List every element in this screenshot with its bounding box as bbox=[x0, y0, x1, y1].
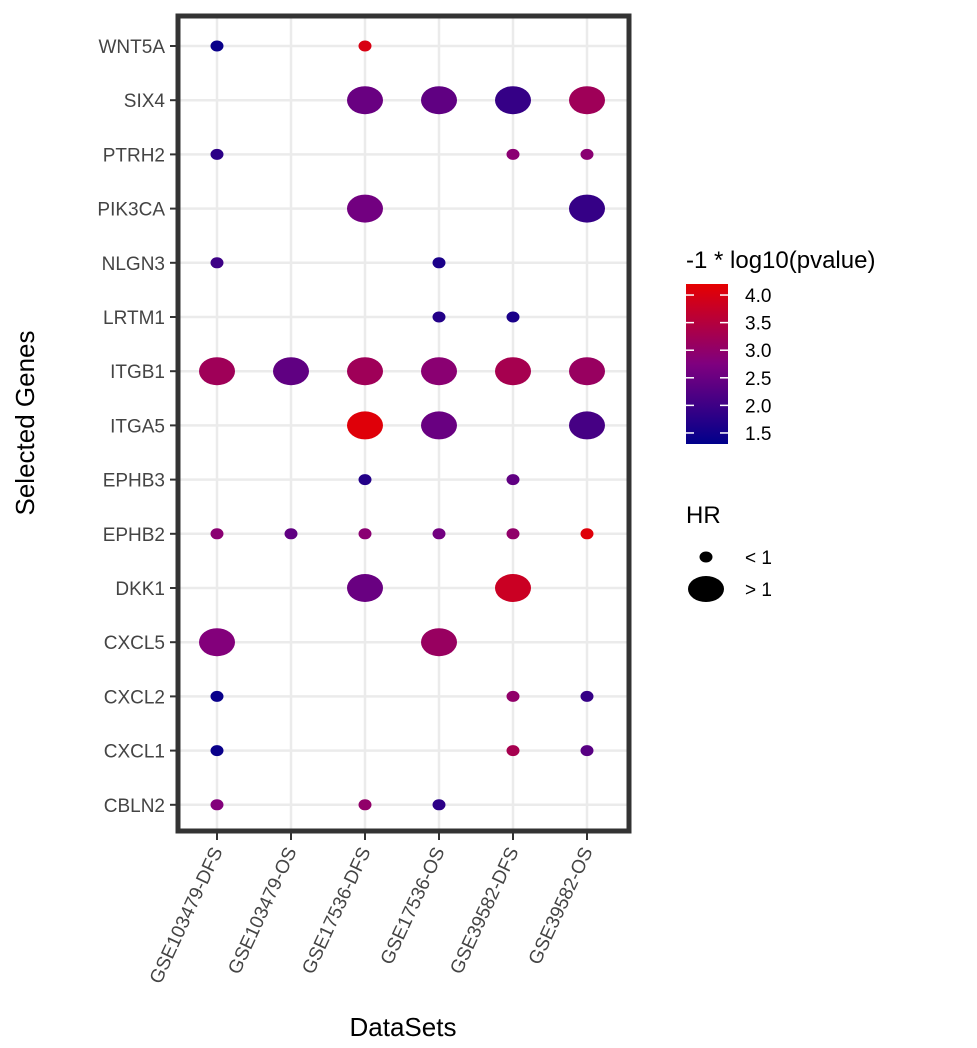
y-tick-label: NLGN3 bbox=[102, 254, 165, 275]
data-point bbox=[506, 474, 520, 486]
y-tick-label: CXCL1 bbox=[104, 742, 165, 763]
colorbar-tick-label: 3.5 bbox=[745, 314, 771, 335]
data-point bbox=[432, 799, 446, 811]
data-point bbox=[210, 40, 224, 52]
x-tick-label: GSE39582-OS bbox=[525, 844, 598, 968]
colorbar bbox=[686, 284, 728, 444]
y-tick-label: CXCL2 bbox=[104, 687, 165, 708]
data-point bbox=[210, 745, 224, 757]
data-point bbox=[432, 311, 446, 323]
data-point bbox=[580, 148, 594, 160]
color-legend: -1 * log10(pvalue) 4.0 3.5 3.0 2.5 2.0 1.5 bbox=[686, 247, 875, 445]
data-point bbox=[358, 799, 372, 811]
data-point bbox=[569, 86, 605, 115]
x-tick-label: GSE17536-DFS bbox=[298, 844, 375, 977]
data-point bbox=[580, 690, 594, 702]
y-axis-ticks: WNT5A SIX4 PTRH2 PIK3CA NLGN3 LRTM1 ITGB1 ITGA5… bbox=[97, 37, 176, 817]
data-point bbox=[432, 257, 446, 269]
x-tick-label: GSE17536-OS bbox=[377, 844, 450, 968]
size-legend-symbol bbox=[688, 576, 724, 602]
size-legend-symbol bbox=[699, 551, 713, 563]
data-point bbox=[347, 86, 383, 115]
x-tick-label: GSE103479-OS bbox=[224, 844, 301, 977]
y-tick-label: DKK1 bbox=[115, 579, 165, 600]
data-point bbox=[432, 528, 446, 540]
y-tick-label: PIK3CA bbox=[97, 200, 165, 221]
data-point bbox=[358, 474, 372, 486]
data-point bbox=[569, 411, 605, 440]
data-point bbox=[347, 194, 383, 223]
size-legend-label: < 1 bbox=[745, 548, 772, 569]
size-legend-items: < 1 > 1 bbox=[688, 548, 772, 602]
y-tick-label: ITGB1 bbox=[110, 362, 165, 383]
colorbar-ticks: 4.0 3.5 3.0 2.5 2.0 1.5 bbox=[686, 286, 771, 445]
data-point bbox=[199, 628, 235, 657]
data-point bbox=[506, 690, 520, 702]
data-point bbox=[506, 745, 520, 757]
size-legend: HR < 1 > 1 bbox=[686, 502, 772, 602]
data-points bbox=[199, 40, 605, 811]
colorbar-tick-label: 2.5 bbox=[745, 369, 771, 390]
y-tick-label: CXCL5 bbox=[104, 633, 165, 654]
data-point bbox=[506, 311, 520, 323]
colorbar-tick-label: 3.0 bbox=[745, 341, 771, 362]
x-tick-label: GSE103479-DFS bbox=[146, 844, 228, 987]
data-point bbox=[506, 148, 520, 160]
y-tick-label: EPHB3 bbox=[103, 471, 165, 492]
data-point bbox=[580, 528, 594, 540]
y-tick-label: WNT5A bbox=[99, 37, 166, 58]
data-point bbox=[210, 148, 224, 160]
y-tick-label: LRTM1 bbox=[103, 308, 165, 329]
data-point bbox=[347, 411, 383, 440]
data-point bbox=[421, 628, 457, 657]
data-point bbox=[495, 357, 531, 386]
color-legend-title: -1 * log10(pvalue) bbox=[686, 247, 875, 274]
data-point bbox=[495, 574, 531, 602]
data-point bbox=[506, 528, 520, 540]
y-axis-title: Selected Genes bbox=[10, 330, 40, 515]
y-tick-label: EPHB2 bbox=[103, 525, 165, 546]
colorbar-tick-label: 1.5 bbox=[745, 424, 771, 445]
data-point bbox=[569, 357, 605, 386]
data-point bbox=[569, 194, 605, 223]
data-point bbox=[358, 40, 372, 52]
data-point bbox=[284, 528, 298, 540]
data-point bbox=[210, 257, 224, 269]
data-point bbox=[347, 357, 383, 386]
size-legend-title: HR bbox=[686, 502, 721, 529]
data-point bbox=[421, 357, 457, 386]
colorbar-tick-label: 2.0 bbox=[745, 396, 771, 417]
plot-panel-border bbox=[175, 13, 632, 834]
data-point bbox=[273, 357, 309, 386]
data-point bbox=[347, 574, 383, 602]
colorbar-tick-label: 4.0 bbox=[745, 286, 771, 307]
size-legend-label: > 1 bbox=[745, 580, 772, 601]
grid-lines bbox=[178, 16, 629, 831]
data-point bbox=[210, 528, 224, 540]
y-tick-label: CBLN2 bbox=[104, 796, 165, 817]
data-point bbox=[358, 528, 372, 540]
data-point bbox=[580, 745, 594, 757]
data-point bbox=[210, 799, 224, 811]
y-tick-label: SIX4 bbox=[124, 91, 166, 112]
y-tick-label: PTRH2 bbox=[103, 145, 165, 166]
data-point bbox=[495, 86, 531, 115]
data-point bbox=[199, 357, 235, 386]
data-point bbox=[421, 86, 457, 115]
x-axis-title: DataSets bbox=[350, 1012, 457, 1042]
x-tick-label: GSE39582-DFS bbox=[446, 844, 523, 977]
data-point bbox=[421, 411, 457, 440]
data-point bbox=[210, 690, 224, 702]
y-tick-label: ITGA5 bbox=[110, 416, 165, 437]
